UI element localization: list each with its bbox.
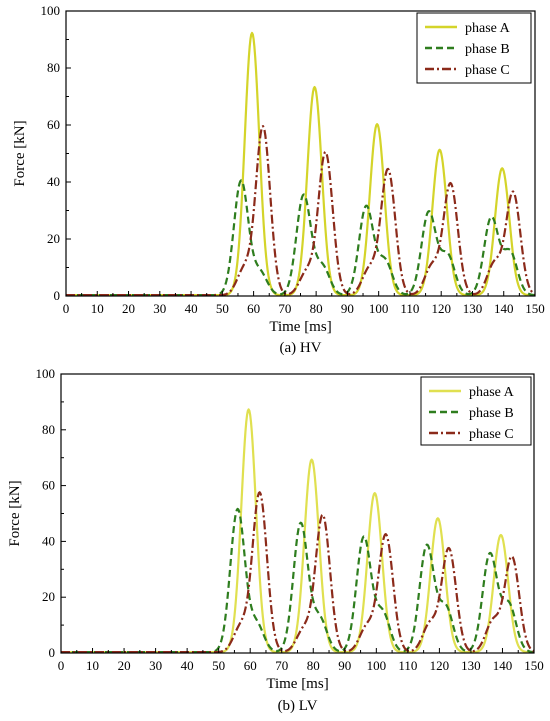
legend-box: [420, 376, 532, 446]
x-tick-label: 110: [398, 658, 417, 673]
x-tick-label: 90: [341, 301, 354, 316]
x-tick-label: 20: [122, 301, 135, 316]
y-axis-label: Force [kN]: [12, 120, 28, 186]
x-tick-label: 10: [86, 658, 99, 673]
y-tick-label: 0: [54, 288, 61, 303]
legend-label-phase-c: phase C: [469, 427, 514, 442]
x-tick-label: 40: [181, 658, 194, 673]
y-axis-label: Force [kN]: [7, 480, 23, 546]
chart-panel-lv: 0 10 20 30 40 50 60 70 80 90 100 110 120 130 140 150 0 20…: [7, 366, 544, 714]
series-line-phase-c: [65, 125, 536, 297]
x-tick-label: 20: [118, 658, 131, 673]
x-tick-label: 0: [63, 301, 70, 316]
x-tick-label: 60: [247, 301, 260, 316]
x-tick-label: 40: [185, 301, 198, 316]
x-tick-label: 150: [525, 301, 545, 316]
x-tick-label: 90: [338, 658, 351, 673]
y-tick-label: 0: [49, 645, 56, 660]
x-tick-label: 80: [310, 301, 323, 316]
x-tick-label: 60: [244, 658, 257, 673]
y-tick-label: 100: [36, 366, 56, 381]
legend-label-phase-a: phase A: [469, 385, 515, 400]
x-tick-label: 30: [153, 301, 166, 316]
y-tick-label: 20: [42, 589, 55, 604]
plot-frame: [60, 373, 535, 654]
x-tick-label: 120: [430, 658, 450, 673]
x-tick-label: 140: [494, 301, 514, 316]
ticks-layer: 0 10 20 30 40 50 60 70 80 90 100 110 120 130 140 150 0 20…: [36, 366, 544, 673]
x-tick-label: 30: [149, 658, 162, 673]
y-tick-label: 20: [47, 231, 60, 246]
y-tick-label: 40: [42, 533, 55, 548]
x-tick-label: 130: [463, 301, 483, 316]
legend-label-phase-b: phase B: [469, 406, 514, 421]
y-tick-label: 100: [41, 3, 61, 18]
legend-label-phase-c: phase C: [465, 63, 510, 78]
x-tick-label: 150: [524, 658, 544, 673]
ticks-layer: 0 10 20 30 40 50 60 70 80 90 100 110 120 130 140 150 0 20…: [41, 3, 545, 316]
panel-caption: (a) HV: [279, 340, 321, 356]
x-axis-label: Time [ms]: [266, 676, 328, 692]
x-axis-label: Time [ms]: [269, 319, 331, 335]
x-tick-label: 130: [461, 658, 481, 673]
x-tick-label: 100: [367, 658, 387, 673]
chart-panel-hv: 0 10 20 30 40 50 60 70 80 90 100 110 120 130 140 150 0 20…: [12, 3, 545, 356]
legend: phase A phase B phase C: [420, 376, 532, 446]
x-tick-label: 140: [493, 658, 513, 673]
x-tick-label: 0: [58, 658, 65, 673]
x-tick-label: 50: [212, 658, 225, 673]
plot-frame: [65, 10, 536, 297]
x-tick-label: 10: [91, 301, 104, 316]
legend-label-phase-b: phase B: [465, 42, 510, 57]
y-tick-label: 40: [47, 174, 60, 189]
x-tick-label: 80: [307, 658, 320, 673]
y-tick-label: 60: [47, 117, 60, 132]
y-tick-label: 80: [42, 422, 55, 437]
x-tick-label: 120: [431, 301, 451, 316]
x-tick-label: 70: [275, 658, 288, 673]
series-layer: [60, 408, 535, 654]
y-tick-label: 80: [47, 60, 60, 75]
legend-label-phase-a: phase A: [465, 21, 511, 36]
panel-caption: (b) LV: [278, 698, 318, 714]
x-tick-label: 110: [400, 301, 419, 316]
x-tick-label: 100: [369, 301, 389, 316]
x-tick-label: 70: [278, 301, 291, 316]
y-tick-label: 60: [42, 478, 55, 493]
x-tick-label: 50: [216, 301, 229, 316]
legend: phase A phase B phase C: [416, 12, 532, 84]
series-line-phase-c: [60, 491, 535, 654]
